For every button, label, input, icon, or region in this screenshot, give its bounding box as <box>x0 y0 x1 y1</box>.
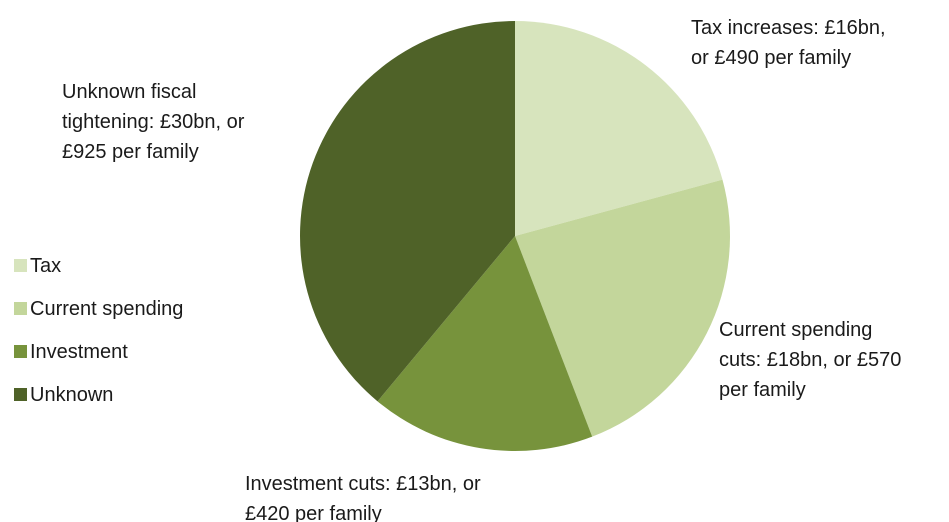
slice-label-line: Current spending <box>719 319 872 341</box>
slice-label-investment: Investment cuts: £13bn, or £420 per famil… <box>245 473 481 522</box>
legend-item-current-spending: Current spending <box>14 298 183 320</box>
legend-item-tax: Tax <box>14 255 61 277</box>
slice-label-line: or £490 per family <box>691 47 851 69</box>
legend: Tax Current spending Investment Unknown <box>14 255 183 406</box>
slice-label-line: tightening: £30bn, or <box>62 111 245 133</box>
pie-slice-investment <box>377 236 593 452</box>
legend-swatch <box>14 302 27 315</box>
slice-label-line: Investment cuts: £13bn, or <box>245 473 481 495</box>
slice-label-line: £925 per family <box>62 141 199 163</box>
slice-label-unknown: Unknown fiscal tightening: £30bn, or £925 … <box>62 81 245 163</box>
legend-swatch <box>14 388 27 401</box>
slice-label-line: cuts: £18bn, or £570 <box>719 349 901 371</box>
pie-slice-unknown <box>300 21 515 402</box>
pie-slice-current-spending <box>515 179 730 437</box>
legend-label: Tax <box>30 255 61 277</box>
legend-swatch <box>14 259 27 272</box>
pie-slices <box>300 21 730 452</box>
slice-label-tax: Tax increases: £16bn, or £490 per family <box>691 17 886 69</box>
legend-label: Unknown <box>30 384 113 406</box>
legend-item-investment: Investment <box>14 341 128 363</box>
slice-label-line: £420 per family <box>245 503 382 522</box>
pie-slice-tax <box>515 21 723 236</box>
slice-label-current-spending: Current spending cuts: £18bn, or £570 per … <box>719 319 901 401</box>
legend-item-unknown: Unknown <box>14 384 113 406</box>
slice-labels: Tax increases: £16bn, or £490 per family C… <box>62 17 901 522</box>
slice-label-line: Tax increases: £16bn, <box>691 17 886 39</box>
slice-label-line: Unknown fiscal <box>62 81 197 103</box>
legend-swatch <box>14 345 27 358</box>
legend-label: Investment <box>30 341 128 363</box>
slice-label-line: per family <box>719 379 806 401</box>
legend-label: Current spending <box>30 298 183 320</box>
